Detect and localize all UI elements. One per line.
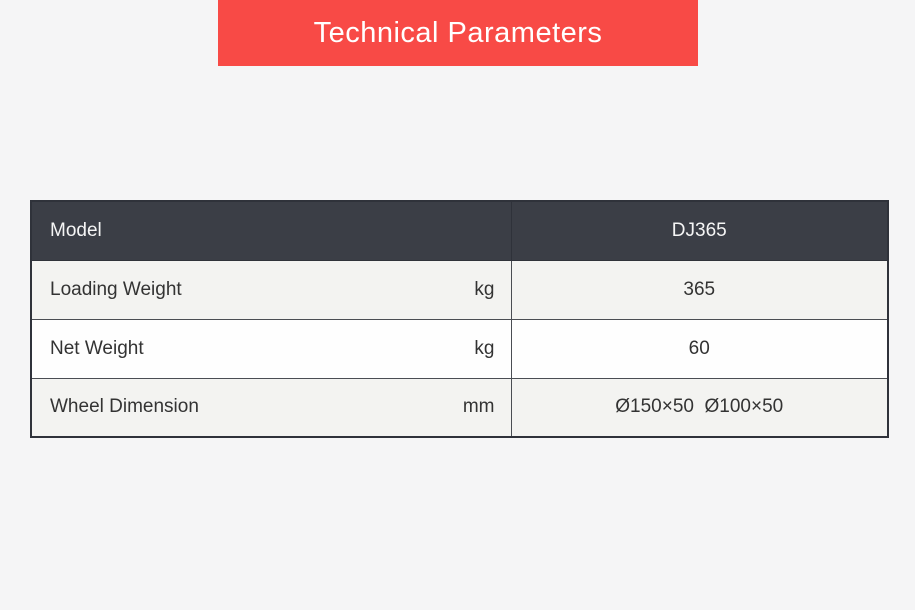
param-label: Net Weight bbox=[50, 337, 144, 359]
param-unit: mm bbox=[462, 396, 495, 418]
section-title-banner: Technical Parameters bbox=[218, 0, 698, 66]
param-value: Ø150×50 Ø100×50 bbox=[510, 377, 889, 438]
param-label: Loading Weight bbox=[50, 278, 182, 300]
param-cell: Wheel Dimension mm bbox=[30, 377, 512, 438]
param-cell: Net Weight kg bbox=[30, 318, 512, 379]
param-cell: Loading Weight kg bbox=[30, 259, 512, 320]
table-header-row: Model DJ365 bbox=[30, 200, 889, 261]
technical-parameters-table: Model DJ365 Loading Weight kg 365 Net We… bbox=[30, 200, 889, 438]
header-cell-model: Model bbox=[30, 200, 512, 261]
header-cell-model-value: DJ365 bbox=[510, 200, 889, 261]
param-value: 365 bbox=[510, 259, 889, 320]
param-value: 60 bbox=[510, 318, 889, 379]
param-unit: kg bbox=[474, 278, 495, 300]
param-unit: kg bbox=[474, 337, 495, 359]
table-row: Net Weight kg 60 bbox=[30, 318, 889, 379]
table-row: Wheel Dimension mm Ø150×50 Ø100×50 bbox=[30, 377, 889, 438]
param-label: Wheel Dimension bbox=[50, 396, 199, 418]
page-title: Technical Parameters bbox=[313, 16, 603, 49]
table-row: Loading Weight kg 365 bbox=[30, 259, 889, 320]
